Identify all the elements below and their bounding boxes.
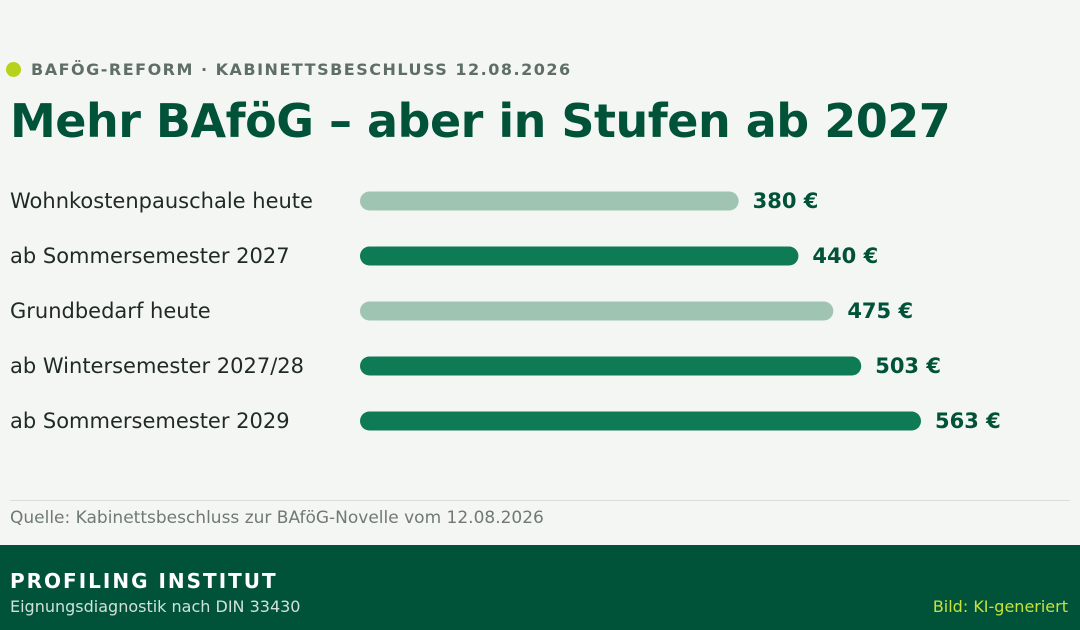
bar — [360, 356, 862, 376]
bar — [360, 191, 739, 211]
value-label: 503 € — [875, 354, 941, 378]
bar-chart: Wohnkostenpauschale heute 380 € ab Sommers… — [10, 189, 1001, 433]
category-label: Grundbedarf heute — [10, 299, 211, 323]
bar — [360, 246, 799, 266]
category-label: ab Wintersemester 2027/28 — [10, 354, 304, 378]
category-label: Wohnkostenpauschale heute — [10, 189, 313, 213]
category-label: ab Sommersemester 2029 — [10, 409, 290, 433]
source-note: Quelle: Kabinettsbeschluss zur BAföG-Nov… — [10, 508, 544, 528]
page-title: Mehr BAföG – aber in Stufen ab 2027 — [10, 94, 951, 148]
value-label: 380 € — [753, 189, 819, 213]
category-label: ab Sommersemester 2027 — [10, 244, 290, 268]
kicker-text: BAFÖG-REFORM · KABINETTSBESCHLUSS 12.08.… — [31, 60, 572, 79]
value-label: 440 € — [812, 244, 878, 268]
dot-icon — [6, 62, 21, 77]
bar — [360, 301, 834, 321]
kicker: BAFÖG-REFORM · KABINETTSBESCHLUSS 12.08.… — [6, 60, 572, 79]
value-label: 563 € — [935, 409, 1001, 433]
footer: PROFILING INSTITUT Eignungsdiagnostik na… — [0, 545, 1080, 630]
value-label: 475 € — [847, 299, 913, 323]
divider — [10, 500, 1070, 501]
brand-name: PROFILING INSTITUT — [10, 569, 278, 593]
bar — [360, 411, 921, 431]
brand-subtitle: Eignungsdiagnostik nach DIN 33430 — [10, 597, 301, 616]
image-credit: Bild: KI-generiert — [932, 597, 1068, 616]
